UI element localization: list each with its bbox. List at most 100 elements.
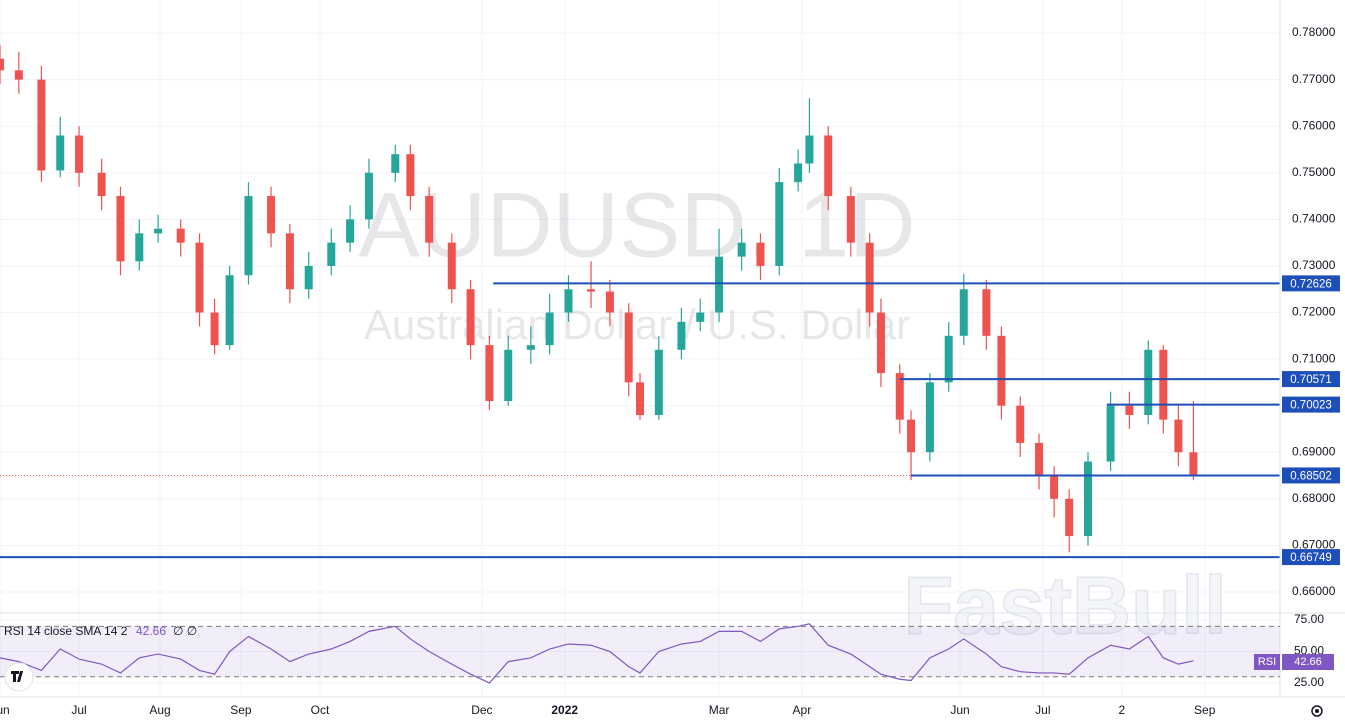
rsi-value: 42.66 — [136, 624, 166, 638]
candle-body — [225, 275, 234, 346]
y-tick-label: 0.66000 — [1292, 584, 1336, 598]
y-tick-label: 0.78000 — [1292, 25, 1336, 39]
x-tick-label: Jul — [71, 703, 86, 717]
candle-body — [944, 335, 953, 383]
candle-body — [447, 242, 456, 290]
rsi-badge-name: RSI — [1258, 656, 1276, 668]
x-tick-label: Apr — [793, 703, 812, 717]
candle-body — [425, 196, 434, 243]
candle-body — [1189, 452, 1198, 476]
level-label: 0.66749 — [1290, 552, 1332, 564]
candle-body — [0, 58, 4, 71]
rsi-tick-label: 25.00 — [1294, 675, 1324, 689]
candle-body — [824, 135, 833, 197]
candle-body — [624, 312, 633, 383]
y-tick-label: 0.76000 — [1292, 118, 1336, 132]
candle-body — [805, 135, 814, 164]
candle-body — [925, 382, 934, 453]
x-tick-label: Jul — [1035, 703, 1050, 717]
candle-body — [1125, 405, 1134, 415]
rsi-badge-value-bg — [1282, 654, 1334, 670]
watermark-brand: FastBull — [903, 561, 1226, 652]
candle-body — [364, 172, 373, 220]
candle-body — [865, 242, 874, 313]
candle-body — [97, 172, 106, 197]
candle-body — [1084, 461, 1092, 537]
candle-body — [285, 233, 294, 290]
candle-body — [756, 242, 765, 266]
candle-body — [737, 242, 746, 257]
candle-body — [1065, 498, 1074, 537]
candle-body — [304, 265, 313, 290]
logo-mark — [11, 671, 23, 682]
axes: Jun Jul Aug Sep Oct Dec 2022 Mar Apr Jun Jul 2 Sep 0.… — [0, 25, 1340, 717]
level-label-bg — [1282, 275, 1340, 292]
y-tick-label: 0.72000 — [1292, 305, 1336, 319]
candle-body — [327, 242, 336, 266]
level-label: 0.70571 — [1290, 374, 1332, 386]
candle-body — [605, 291, 614, 313]
candle-body — [715, 256, 724, 313]
candle-body — [485, 345, 494, 402]
candle-body — [564, 289, 573, 313]
level-label-bg — [1282, 396, 1340, 413]
candle-body — [135, 233, 144, 262]
candle-body — [346, 219, 355, 243]
gear-hub — [1315, 709, 1319, 713]
rsi-badge-name-bg — [1254, 654, 1280, 670]
candle-body — [636, 382, 644, 415]
level-label: 0.68502 — [1290, 470, 1332, 482]
candle-body — [775, 182, 784, 266]
candle-body — [959, 289, 968, 336]
candle-body — [75, 135, 84, 173]
level-label-bg — [1282, 371, 1340, 388]
y-tick-label: 0.68000 — [1292, 491, 1336, 505]
grid — [0, 0, 1280, 697]
candle-body — [56, 135, 65, 171]
rsi-badge-value: 42.66 — [1294, 656, 1322, 668]
level-label-bg — [1282, 549, 1340, 566]
candle-body — [794, 163, 803, 183]
rsi-badge: RSI 42.66 — [1254, 654, 1334, 670]
level-label: 0.72626 — [1290, 278, 1332, 290]
candle-body — [997, 335, 1006, 406]
tv-logo[interactable] — [4, 662, 34, 692]
gear-ring — [1311, 705, 1323, 717]
x-tick-label: Jun — [0, 703, 10, 717]
candle-body — [1050, 475, 1059, 499]
y-tick-label: 0.73000 — [1292, 258, 1336, 272]
candle-body — [466, 289, 475, 346]
candle-body — [587, 289, 596, 292]
x-tick-label: 2022 — [551, 703, 578, 717]
candle-body — [545, 312, 554, 346]
x-tick-label: Mar — [709, 703, 730, 717]
candle-body — [267, 196, 276, 234]
y-tick-label: 0.69000 — [1292, 444, 1336, 458]
settings-button[interactable] — [1311, 705, 1323, 717]
candle-body — [504, 349, 513, 402]
level-label-bg — [1282, 467, 1340, 484]
rsi-tick-label: 75.00 — [1294, 612, 1324, 626]
x-tick-label: Oct — [311, 703, 330, 717]
x-tick-label: Jun — [950, 703, 969, 717]
y-tick-label: 0.77000 — [1292, 72, 1336, 86]
rsi-band — [0, 626, 1280, 677]
candle-body — [654, 349, 663, 415]
candle-body — [982, 289, 991, 336]
rsi-legend: RSI 14 close SMA 14 2 42.66 ∅ ∅ — [4, 624, 197, 638]
rsi-pane — [0, 623, 1280, 684]
candle-body — [195, 242, 204, 313]
x-tick-label: 2 — [1119, 703, 1126, 717]
candle-body — [876, 312, 885, 374]
candle-body — [696, 312, 705, 322]
candle-body — [1016, 405, 1025, 443]
candle-body — [1159, 349, 1168, 420]
candle-body — [677, 321, 686, 350]
candle-body — [37, 79, 46, 171]
y-tick-label: 0.75000 — [1292, 165, 1336, 179]
y-tick-label: 0.74000 — [1292, 212, 1336, 226]
y-tick-label: 0.67000 — [1292, 538, 1336, 552]
candle-body — [154, 228, 163, 234]
